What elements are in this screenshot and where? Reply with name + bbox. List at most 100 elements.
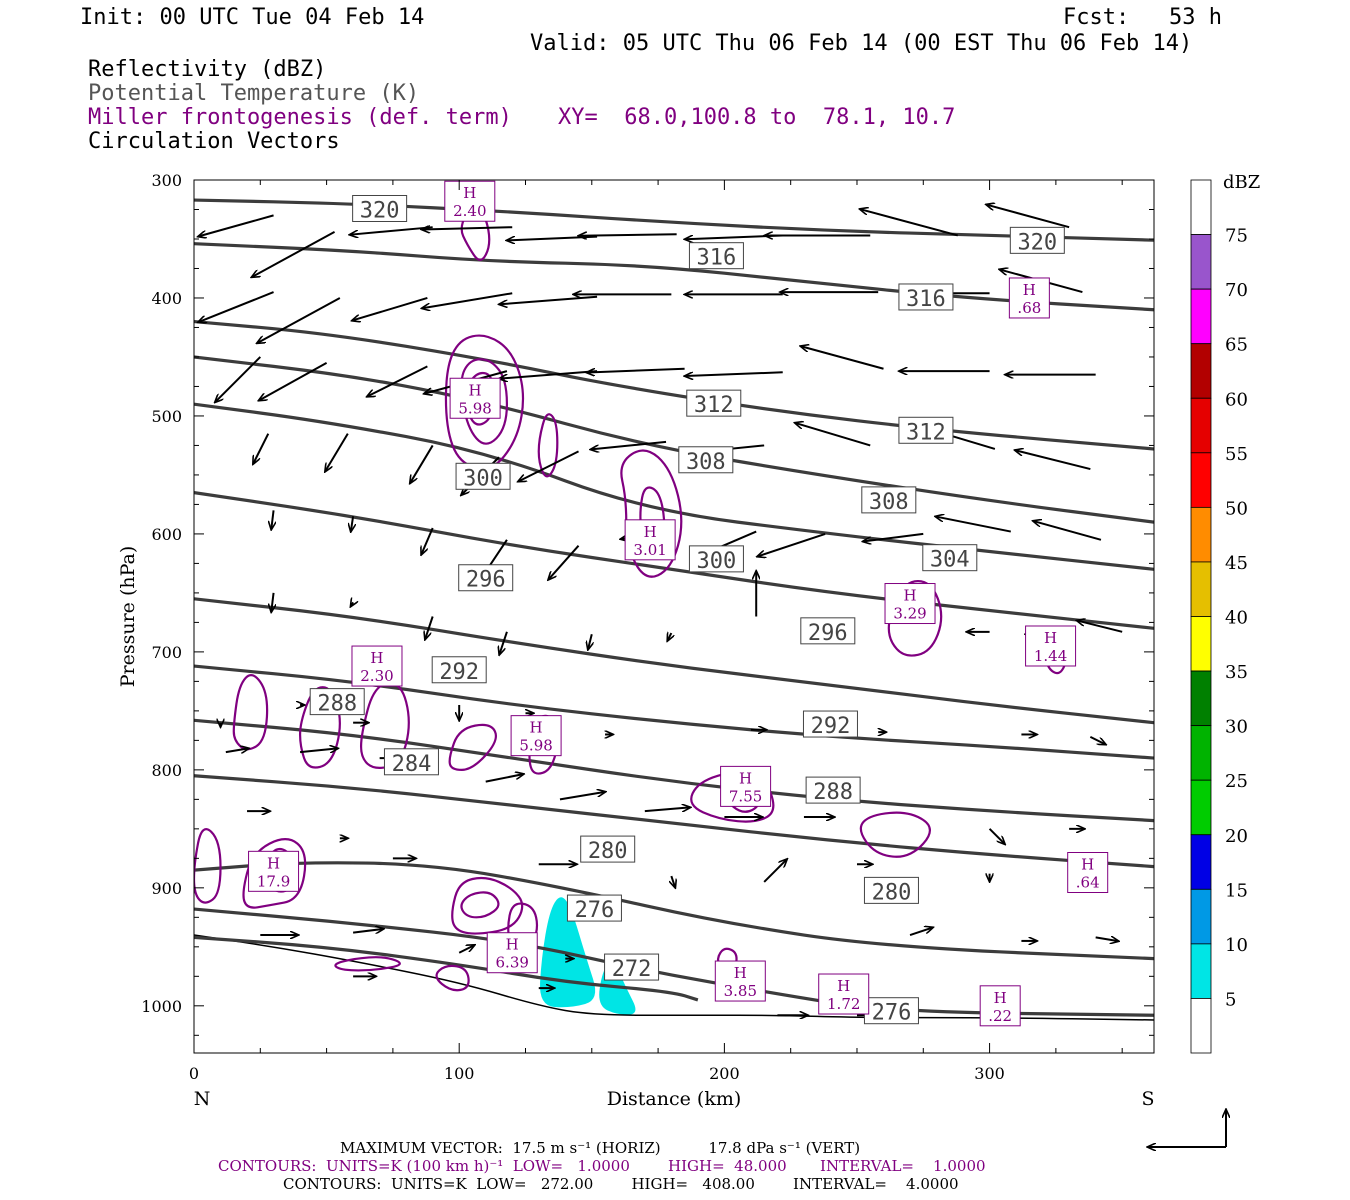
frontogenesis-contour: [232, 674, 269, 751]
circulation-vector: [252, 231, 336, 277]
circulation-vector: [299, 748, 338, 752]
theta-contour-280: [194, 861, 1154, 961]
theta-label-box: [604, 953, 660, 981]
theta-label-box: [455, 462, 511, 490]
frontogenesis-max-value: 7.55: [729, 787, 762, 805]
y-axis-label: Pressure (hPa): [117, 546, 139, 688]
frontogenesis-max-box: [1067, 852, 1109, 894]
theta-label-box: [800, 617, 856, 645]
colorbar-level-label: 30: [1225, 717, 1248, 738]
theta-label: 316: [697, 246, 737, 271]
circulation-vector: [225, 748, 249, 752]
y-tick-label: 400: [151, 289, 182, 308]
colorbar-level-label: 15: [1225, 880, 1248, 901]
plot-layer: [194, 198, 1154, 1021]
colorbar-level-label: 35: [1225, 662, 1248, 683]
colorbar-segment: [1190, 234, 1212, 290]
theta-label: 292: [439, 660, 479, 685]
colorbar-level-label: 60: [1225, 389, 1248, 410]
frontogenesis-max-value: .22: [988, 1007, 1012, 1025]
colorbar-segment: [1190, 779, 1212, 836]
circulation-vector: [500, 295, 598, 305]
frontogenesis-max-value: 1.72: [827, 995, 860, 1013]
frontogenesis-max-value: 3.29: [893, 605, 926, 623]
north-end-label: N: [194, 1088, 211, 1110]
frontogenesis-contour: [460, 358, 509, 445]
x-tick-label: 200: [709, 1064, 740, 1083]
frontogenesis-contour: [298, 686, 341, 769]
circulation-vector: [499, 631, 508, 655]
circulation-vector: [1089, 735, 1105, 745]
colorbar-segment: [1190, 888, 1212, 945]
theta-label: 300: [697, 549, 737, 574]
frontogenesis-max-value: 17.9: [257, 872, 290, 890]
frontogenesis-max-box: [884, 583, 936, 625]
frontogenesis-max-letter: H: [469, 381, 482, 399]
theta-label-box: [1009, 226, 1065, 254]
plot-frame: [193, 179, 1155, 1054]
colorbar-level-label: 10: [1225, 935, 1248, 956]
forecast-hour: Fcst: 53 h: [1063, 5, 1222, 30]
colorbar-segment: [1190, 343, 1212, 399]
circulation-vector: [507, 235, 598, 241]
theta-label: 288: [317, 692, 357, 717]
frontogenesis-max-box: [449, 377, 501, 419]
frontogenesis-max-letter: H: [506, 936, 519, 954]
circulation-vector: [671, 875, 675, 887]
circulation-vector: [936, 517, 1011, 533]
colorbar-level-label: 25: [1225, 771, 1248, 792]
theta-label: 320: [360, 198, 400, 223]
circulation-vector: [1033, 521, 1102, 541]
theta-label: 316: [906, 287, 946, 312]
theta-label-box: [566, 894, 622, 922]
x-tick-label: 300: [974, 1064, 1005, 1083]
y-tick-label: 800: [151, 761, 182, 780]
south-end-label: S: [1141, 1088, 1154, 1110]
y-tick-label: 600: [151, 525, 182, 544]
frontogenesis-max-box: [1025, 625, 1077, 667]
circulation-vector: [1095, 937, 1119, 941]
field-vectors-label: Circulation Vectors: [88, 129, 340, 154]
colorbar-segment: [1190, 616, 1212, 672]
theta-label-box: [922, 544, 978, 572]
circulation-vector: [350, 226, 433, 235]
circulation-vector: [485, 774, 524, 783]
field-theta-label: Potential Temperature (K): [88, 81, 420, 106]
circulation-vector: [519, 450, 579, 481]
frontogenesis-max-value: 2.40: [453, 202, 486, 220]
frontogenesis-contour: [537, 413, 559, 478]
colorbar-segment: [1190, 506, 1212, 563]
theta-label: 272: [612, 957, 652, 982]
theta-label: 304: [930, 548, 970, 573]
frontogenesis-max-letter: H: [903, 587, 916, 605]
theta-label: 288: [813, 780, 853, 805]
frontogenesis-max-letter: H: [530, 719, 543, 737]
circulation-vector: [199, 291, 274, 322]
frontogenesis-contour: [451, 876, 524, 935]
colorbar-segment: [1190, 179, 1212, 235]
frontogenesis-max-letter: H: [1081, 856, 1094, 874]
frontogenesis-max-box: [510, 715, 562, 757]
theta-label: 320: [1017, 230, 1057, 255]
x-tick-label: 0: [189, 1064, 199, 1083]
circulation-vector: [271, 592, 273, 612]
circulation-vector: [591, 440, 667, 450]
frontogenesis-max-value: .64: [1076, 874, 1100, 892]
theta-label-box: [458, 564, 514, 592]
theta-label-box: [383, 748, 439, 776]
colorbar-segment: [1190, 288, 1212, 345]
circulation-vector: [668, 633, 672, 641]
theta-contour-284: [194, 774, 1154, 869]
frontogenesis-max-box: [979, 985, 1021, 1027]
x-axis-label: Distance (km): [607, 1088, 742, 1110]
theta-label: 308: [686, 450, 726, 475]
theta-contour-272: [194, 935, 699, 1002]
frontogenesis-max-value: 2.30: [360, 667, 393, 685]
colorbar-segment: [1190, 670, 1212, 727]
frontogenesis-max-box: [1008, 277, 1050, 319]
theta-label-box: [802, 710, 858, 738]
y-tick-label: 500: [151, 407, 182, 426]
frontogenesis-max-box: [351, 645, 403, 687]
frontogenesis-max-box: [444, 180, 496, 222]
frontogenesis-max-box: [818, 973, 870, 1015]
